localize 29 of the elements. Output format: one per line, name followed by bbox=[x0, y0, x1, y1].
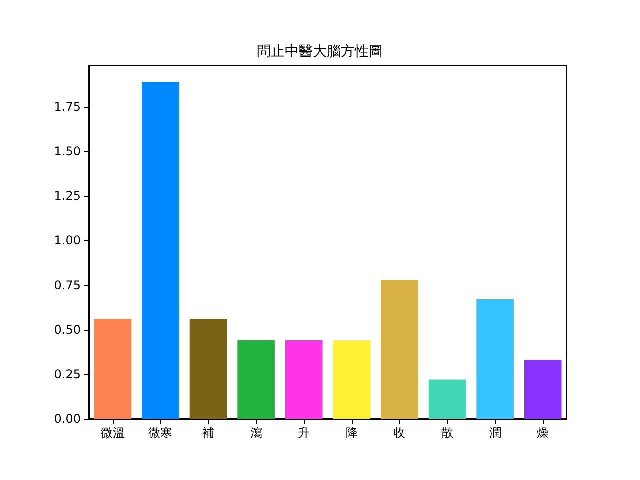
bar bbox=[285, 340, 323, 419]
x-tick-label: 補 bbox=[202, 426, 214, 440]
bar bbox=[142, 82, 180, 419]
chart-title: 問止中醫大腦方性圖 bbox=[257, 44, 383, 60]
y-tick-label: 1.00 bbox=[54, 234, 81, 248]
y-tick-label: 0.00 bbox=[54, 412, 81, 426]
bar bbox=[524, 360, 562, 419]
bar bbox=[476, 300, 514, 419]
x-tick-label: 收 bbox=[394, 426, 406, 440]
bar bbox=[428, 380, 466, 419]
x-tick-label: 升 bbox=[298, 426, 310, 440]
y-tick-label: 1.75 bbox=[54, 100, 81, 114]
x-tick-label: 微寒 bbox=[148, 426, 173, 440]
bar bbox=[381, 280, 418, 419]
bar bbox=[333, 340, 371, 419]
y-tick-label: 1.50 bbox=[54, 144, 81, 159]
x-tick-label: 瀉 bbox=[250, 426, 262, 440]
y-tick-label: 0.25 bbox=[54, 367, 81, 382]
x-tick-label: 燥 bbox=[537, 426, 550, 440]
x-tick-label: 散 bbox=[442, 426, 454, 440]
bar bbox=[94, 319, 132, 419]
x-tick-label: 微溫 bbox=[100, 426, 125, 440]
y-tick-label: 0.50 bbox=[54, 322, 81, 337]
bar bbox=[190, 319, 228, 419]
y-tick-label: 1.25 bbox=[54, 189, 81, 204]
y-tick-label: 0.75 bbox=[54, 278, 81, 292]
bar bbox=[238, 340, 275, 419]
x-tick-label: 降 bbox=[346, 426, 358, 440]
x-tick-label: 潤 bbox=[489, 426, 502, 440]
